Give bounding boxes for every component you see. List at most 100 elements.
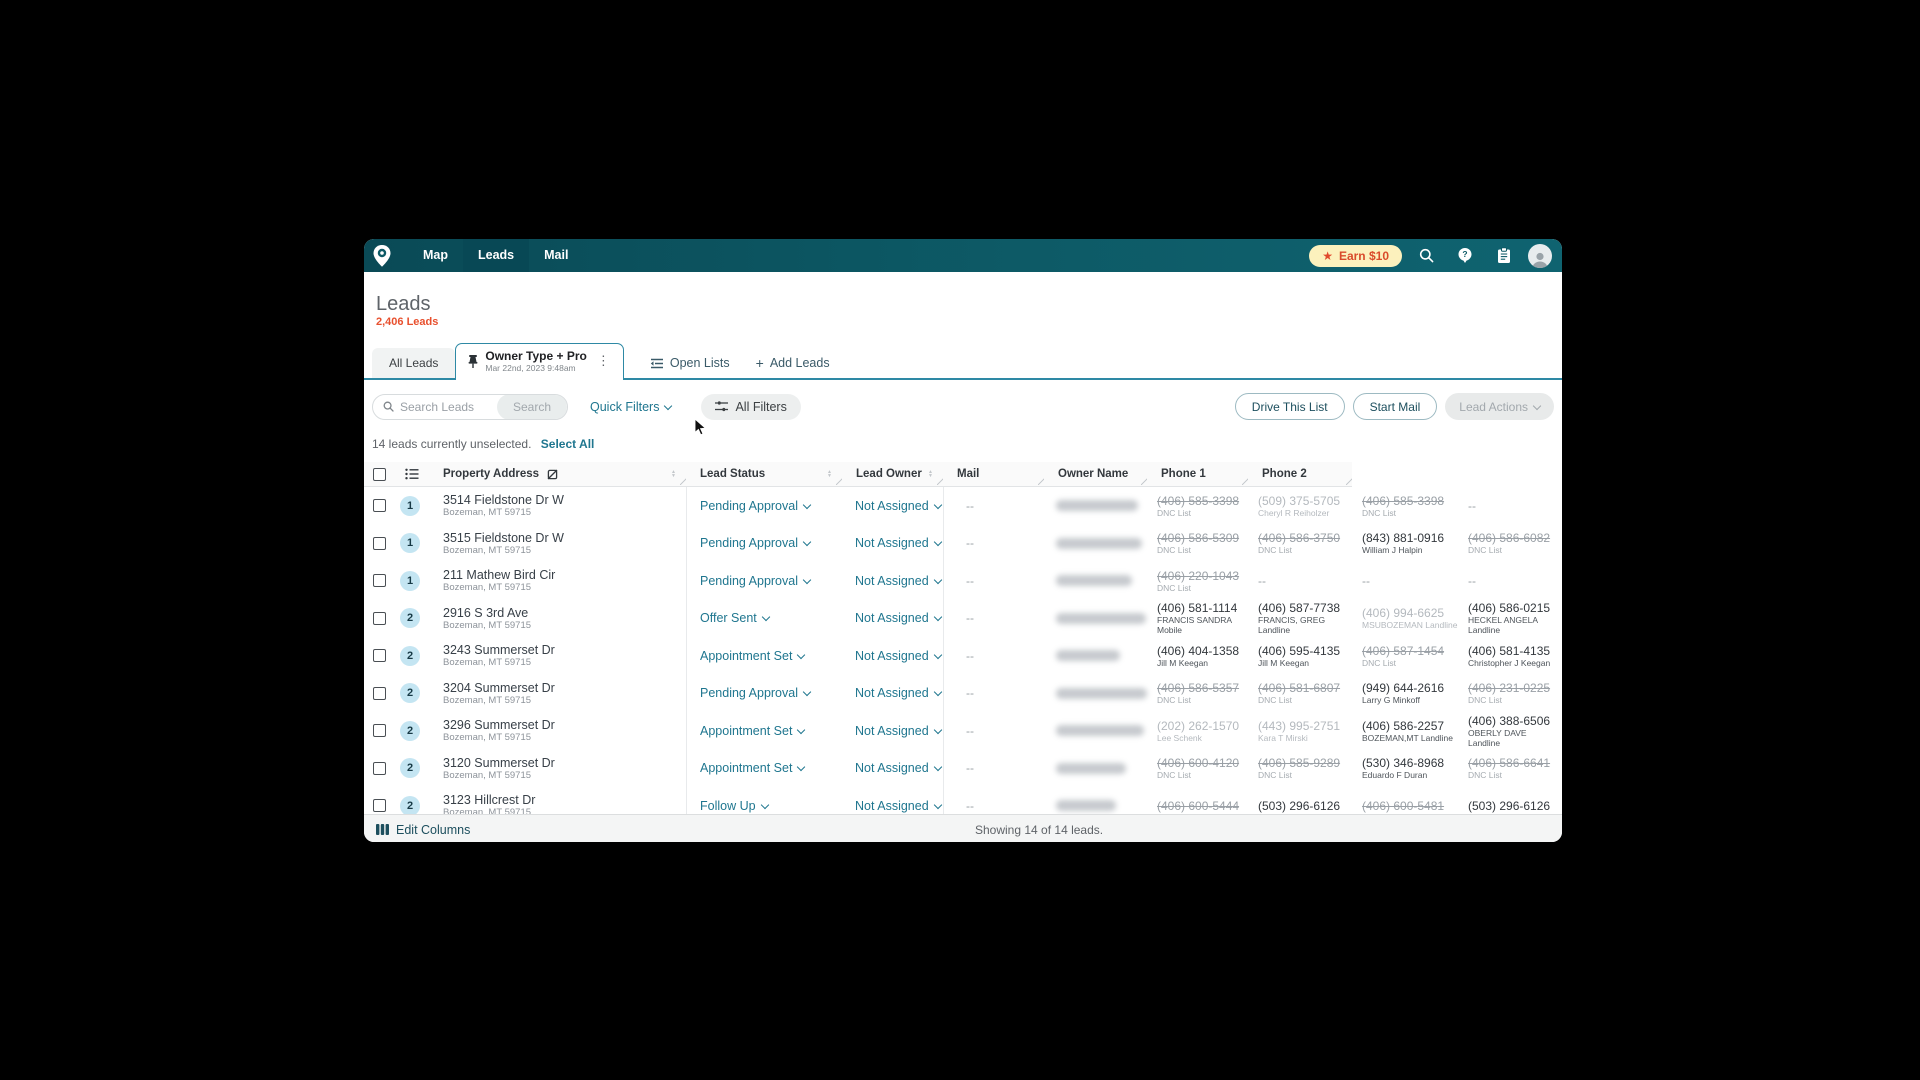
tab-menu-icon[interactable]: ⋮ — [596, 353, 610, 368]
chevron-down-icon — [933, 725, 942, 734]
app-window: Map Leads Mail ★ Earn $10 ? Leads 2,406 … — [364, 239, 1562, 842]
lead-owner-dropdown[interactable]: Not Assigned — [842, 637, 943, 675]
lead-status-dropdown[interactable]: Offer Sent — [686, 599, 842, 637]
brand-map-pin-icon[interactable] — [372, 243, 394, 269]
lead-owner-dropdown[interactable]: Not Assigned — [842, 712, 943, 750]
lead-status-dropdown[interactable]: Appointment Set — [686, 712, 842, 750]
search-icon[interactable] — [1411, 241, 1441, 271]
earn-button[interactable]: ★ Earn $10 — [1309, 244, 1402, 267]
property-address-cell[interactable]: 3515 Fieldstone Dr W Bozeman, MT 59715 — [429, 525, 686, 563]
property-address-cell[interactable]: 2916 S 3rd Ave Bozeman, MT 59715 — [429, 600, 686, 638]
lead-owner-dropdown[interactable]: Not Assigned — [842, 562, 943, 600]
quick-filters-button[interactable]: Quick Filters — [590, 400, 673, 414]
tab-label: Owner Type + Pro — [485, 348, 587, 363]
select-all-link[interactable]: Select All — [540, 437, 595, 451]
row-checkbox[interactable] — [372, 611, 386, 625]
property-address-cell[interactable]: 3243 Summerset Dr Bozeman, MT 59715 — [429, 637, 686, 675]
col-header-property-address[interactable]: Property Address ▲ ▼ — [429, 462, 687, 487]
all-filters-label: All Filters — [735, 399, 787, 414]
search-input[interactable] — [400, 399, 497, 414]
lead-status-dropdown[interactable]: Pending Approval — [686, 487, 842, 525]
sort-icon[interactable]: ▲ ▼ — [671, 469, 676, 479]
row-checkbox[interactable] — [372, 499, 386, 513]
star-icon: ★ — [1322, 248, 1333, 263]
table-body: 1 3514 Fieldstone Dr W Bozeman, MT 59715… — [364, 487, 1562, 814]
phone-1-cell: (406) 586-5309 DNC List — [1157, 531, 1240, 556]
lead-owner-dropdown[interactable]: Not Assigned — [842, 750, 943, 788]
col-header-owner-name[interactable]: Owner Name — [1044, 462, 1148, 487]
col-header-lead-owner[interactable]: Lead Owner ▲ ▼ — [842, 462, 944, 487]
lead-owner-dropdown[interactable]: Not Assigned — [842, 525, 943, 563]
edit-columns-button[interactable]: Edit Columns — [376, 823, 470, 837]
nav-item-map[interactable]: Map — [423, 248, 448, 262]
lead-owner-value: Not Assigned — [855, 761, 929, 776]
col-header-lead-status[interactable]: Lead Status ▲ ▼ — [686, 462, 843, 487]
lead-owner-dropdown[interactable]: Not Assigned — [842, 787, 943, 814]
list-icon — [404, 468, 418, 480]
tab-all-leads[interactable]: All Leads — [372, 348, 456, 378]
lead-actions-button[interactable]: Lead Actions — [1445, 393, 1554, 420]
property-address-cell[interactable]: 211 Mathew Bird Cir Bozeman, MT 59715 — [429, 562, 686, 600]
phone-1-cell: (406) 586-5357 DNC List — [1157, 681, 1240, 706]
all-filters-button[interactable]: All Filters — [701, 393, 801, 420]
lead-owner-value: Not Assigned — [855, 798, 929, 813]
nav-item-leads[interactable]: Leads — [463, 239, 530, 272]
selection-status: 14 leads currently unselected. — [372, 437, 532, 451]
open-lists-button[interactable]: Open Lists — [650, 348, 730, 378]
redacted-owner-name — [1056, 537, 1142, 549]
property-address-cell[interactable]: 3120 Summerset Dr Bozeman, MT 59715 — [429, 750, 686, 788]
chevron-down-icon — [802, 688, 812, 697]
lead-status-dropdown[interactable]: Pending Approval — [686, 562, 842, 600]
lead-status-dropdown[interactable]: Appointment Set — [686, 637, 842, 675]
row-checkbox[interactable] — [372, 799, 386, 813]
top-nav: Map Leads Mail ★ Earn $10 ? — [364, 239, 1562, 272]
lead-owner-dropdown[interactable]: Not Assigned — [842, 675, 943, 713]
tab-date: Mar 22nd, 2023 9:48am — [485, 362, 576, 373]
clipboard-icon[interactable] — [1489, 241, 1519, 271]
phone-2-cell: (406) 586-3750 DNC List — [1258, 531, 1341, 556]
phone-1-cell: (406) 600-5444 — [1157, 798, 1240, 813]
chevron-down-icon — [761, 613, 770, 622]
avatar[interactable] — [1528, 243, 1552, 268]
help-icon[interactable]: ? — [1450, 241, 1480, 271]
table-row: 1 211 Mathew Bird Cir Bozeman, MT 59715 … — [364, 562, 1562, 600]
tab-owner-type-pro[interactable]: Owner Type + Pro Mar 22nd, 2023 9:48am ⋮ — [455, 343, 624, 380]
lead-owner-dropdown[interactable]: Not Assigned — [842, 600, 943, 638]
owner-name-cell — [1044, 637, 1147, 675]
col-header-phone-1[interactable]: Phone 1 — [1147, 462, 1249, 487]
lead-status-dropdown[interactable]: Follow Up — [686, 787, 842, 814]
property-address-cell[interactable]: 3296 Summerset Dr Bozeman, MT 59715 — [429, 712, 686, 750]
lead-count-badge: 2 — [400, 608, 420, 629]
property-address-cell[interactable]: 3204 Summerset Dr Bozeman, MT 59715 — [429, 675, 686, 713]
row-checkbox[interactable] — [372, 574, 386, 588]
select-all-checkbox[interactable] — [372, 467, 386, 481]
row-checkbox[interactable] — [372, 649, 386, 663]
sort-icon[interactable]: ▲ ▼ — [827, 469, 832, 479]
lead-status-dropdown[interactable]: Pending Approval — [686, 524, 842, 562]
lead-status-dropdown[interactable]: Pending Approval — [686, 674, 842, 712]
nav-item-mail[interactable]: Mail — [544, 248, 569, 262]
property-address-cell[interactable]: 3123 Hillcrest Dr Bozeman, MT 59715 — [429, 787, 686, 814]
list-column-header[interactable] — [394, 462, 429, 487]
search-button[interactable]: Search — [496, 394, 567, 419]
phone-3-cell: (949) 644-2616 Larry G Minkoff — [1362, 681, 1445, 706]
row-checkbox[interactable] — [372, 761, 386, 775]
lead-owner-dropdown[interactable]: Not Assigned — [842, 487, 943, 525]
address-line: 3515 Fieldstone Dr W — [443, 530, 564, 545]
start-mail-button[interactable]: Start Mail — [1352, 393, 1438, 420]
drive-this-list-button[interactable]: Drive This List — [1234, 393, 1345, 420]
col-header-mail[interactable]: Mail — [943, 462, 1045, 487]
row-checkbox[interactable] — [372, 724, 386, 738]
row-checkbox[interactable] — [372, 686, 386, 700]
add-leads-button[interactable]: + Add Leads — [756, 348, 830, 378]
address-city: Bozeman, MT 59715 — [443, 694, 532, 706]
owner-name-cell — [1044, 675, 1147, 713]
sort-icon[interactable]: ▲ ▼ — [928, 469, 933, 479]
col-header-phone-2[interactable]: Phone 2 — [1248, 462, 1353, 487]
property-address-cell[interactable]: 3514 Fieldstone Dr W Bozeman, MT 59715 — [429, 487, 686, 525]
phone-1-cell: (406) 220-1043 DNC List — [1157, 568, 1240, 593]
table-row: 2 3204 Summerset Dr Bozeman, MT 59715 Pe… — [364, 674, 1562, 713]
phone-3-cell: (406) 585-3398 DNC List — [1362, 493, 1445, 518]
row-checkbox[interactable] — [372, 536, 386, 550]
lead-status-dropdown[interactable]: Appointment Set — [686, 749, 842, 787]
